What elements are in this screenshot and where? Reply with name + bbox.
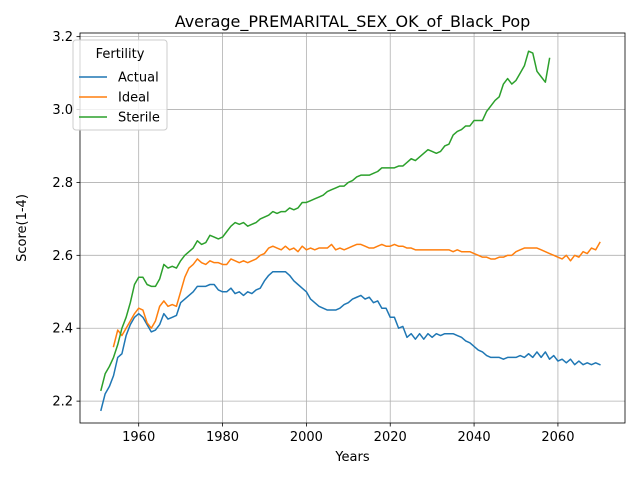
series-line-actual [100, 270, 601, 412]
y-tick-label: 2.4 [52, 322, 73, 337]
y-tick-label: 3.2 [52, 30, 73, 45]
x-tick-label: 2040 [458, 430, 491, 445]
y-tick-label: 2.8 [52, 176, 73, 191]
legend-label-sterile: Sterile [118, 111, 160, 126]
x-tick-label: 2020 [374, 430, 407, 445]
x-tick-label: 1980 [206, 430, 239, 445]
legend-title: Fertility [96, 47, 145, 62]
axis-ticks: 1960 1980 2000 2020 2040 2060 2.2 2.4 2.6 2.8 3.0 3… [52, 30, 574, 445]
plot-area-frame [79, 32, 626, 424]
chart-title: Average_PREMARITAL_SEX_OK_of_Black_Pop [175, 12, 531, 32]
legend-box [72, 39, 168, 131]
legend-label-ideal: Ideal [118, 91, 150, 106]
y-tick-label: 3.0 [52, 103, 73, 118]
y-tick-label: 2.6 [52, 249, 73, 264]
y-axis-title: Score(1-4) [15, 194, 30, 262]
legend: Fertility Actual Ideal Sterile [72, 39, 168, 131]
x-tick-label: 1960 [122, 430, 155, 445]
x-tick-label: 2060 [541, 430, 574, 445]
series-line-ideal [112, 241, 601, 348]
legend-label-actual: Actual [118, 71, 159, 86]
y-tick-label: 2.2 [52, 395, 73, 410]
x-tick-label: 2000 [290, 430, 323, 445]
grid-lines [80, 33, 625, 423]
series-line-sterile [100, 50, 551, 392]
legend-items: Actual Ideal Sterile [79, 71, 160, 126]
x-axis-title: Years [334, 450, 370, 465]
series-lines [100, 50, 601, 412]
